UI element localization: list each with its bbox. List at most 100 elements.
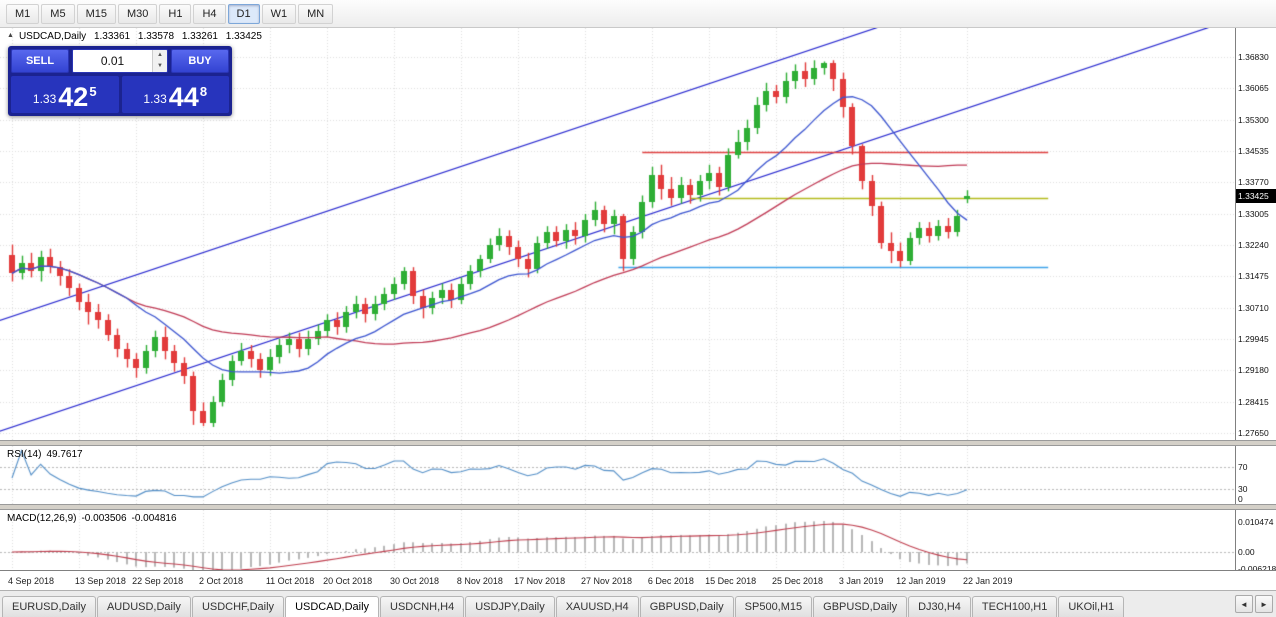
buy-price-pip: 8 <box>199 84 208 99</box>
rsi-axis[interactable]: 70 30 0 <box>1235 446 1276 504</box>
date-axis-label: 20 Oct 2018 <box>323 576 373 586</box>
rsi-header: RSI(14) 49.7617 <box>7 449 88 460</box>
sell-price-display[interactable]: 1.33 42 5 <box>11 76 119 113</box>
lot-size-control: ▲ ▼ <box>72 49 168 73</box>
timeframe-button-d1[interactable]: D1 <box>227 3 260 24</box>
date-axis-label: 25 Dec 2018 <box>772 576 824 586</box>
sell-price-prefix: 1.33 <box>32 92 57 106</box>
tab-gbpusd-daily[interactable]: GBPUSD,Daily <box>813 596 908 617</box>
tab-usdcad-daily[interactable]: USDCAD,Daily <box>285 596 380 617</box>
macd-label: MACD(12,26,9) <box>7 513 77 524</box>
timeframe-button-h4[interactable]: H4 <box>193 3 226 24</box>
tab-usdjpy-daily[interactable]: USDJPY,Daily <box>465 596 555 617</box>
macd-axis-label: -0.006218 <box>1238 564 1276 574</box>
tab-dj30-h4[interactable]: DJ30,H4 <box>908 596 971 617</box>
chart-tabs: EURUSD,Daily AUDUSD,Daily USDCHF,Daily USDC… <box>2 596 1125 617</box>
date-axis-label: 6 Dec 2018 <box>647 576 694 586</box>
ohlc-open: 1.33361 <box>93 31 131 42</box>
sell-button[interactable]: SELL <box>11 49 69 73</box>
date-axis-label: 13 Sep 2018 <box>74 576 126 586</box>
buy-button[interactable]: BUY <box>171 49 229 73</box>
date-axis-label: 11 Oct 2018 <box>265 576 315 586</box>
tab-eurusd-daily[interactable]: EURUSD,Daily <box>2 596 96 617</box>
rsi-pane: RSI(14) 49.7617 70 30 0 <box>0 446 1276 504</box>
macd-pane: MACD(12,26,9) -0.003506 -0.004816 0.010474… <box>0 510 1276 574</box>
date-axis-label: 8 Nov 2018 <box>456 576 503 586</box>
timeframe-button-mn[interactable]: MN <box>298 3 334 24</box>
tab-scroll-right-button[interactable]: ► <box>1255 595 1273 613</box>
buy-price-main: 44 <box>168 82 199 112</box>
price-axis-label: 1.29945 <box>1238 334 1269 345</box>
timeframe-button-m15[interactable]: M15 <box>76 3 116 24</box>
price-axis-label: 1.28415 <box>1238 396 1269 407</box>
price-axis[interactable]: 1.33425 1.36830 1.36065 1.35300 1.34535 1.33… <box>1235 28 1276 440</box>
rsi-axis-label: 0 <box>1238 494 1243 504</box>
ohlc-high: 1.33578 <box>137 31 175 42</box>
tab-xauusd-h4[interactable]: XAUUSD,H4 <box>555 596 639 617</box>
tab-scroll-left-button[interactable]: ◄ <box>1235 595 1253 613</box>
timeframe-toolbar: M1 M5 M15 M30 H1 H4 D1 W1 MN <box>0 0 1276 28</box>
macd-signal-value: -0.004816 <box>131 513 177 524</box>
buy-price-display[interactable]: 1.33 44 8 <box>121 76 229 113</box>
price-axis-label: 1.29180 <box>1238 365 1269 376</box>
lot-decrease-button[interactable]: ▼ <box>153 61 167 72</box>
sell-price-main: 42 <box>58 82 89 112</box>
timeframe-button-w1[interactable]: W1 <box>261 3 297 24</box>
macd-header: MACD(12,26,9) -0.003506 -0.004816 <box>7 513 182 524</box>
date-axis-label: 17 Nov 2018 <box>514 576 566 586</box>
chart-window: ▲ USDCAD,Daily 1.33361 1.33578 1.33261 1.… <box>0 28 1276 574</box>
chart-symbol-icon: ▲ <box>7 32 14 39</box>
pane-divider-rsi[interactable] <box>0 440 1276 446</box>
date-axis-label: 2 Oct 2018 <box>199 576 244 586</box>
rsi-axis-label: 30 <box>1238 484 1248 494</box>
tab-scroll-controls: ◄ ► <box>1235 595 1273 613</box>
chart-symbol-label: USDCAD,Daily <box>18 31 87 42</box>
date-axis-label: 30 Oct 2018 <box>390 576 440 586</box>
date-axis-label: 12 Jan 2019 <box>896 576 946 586</box>
timeframe-button-h1[interactable]: H1 <box>159 3 192 24</box>
tab-tech100-h1[interactable]: TECH100,H1 <box>971 596 1058 617</box>
tab-usdchf-daily[interactable]: USDCHF,Daily <box>191 596 285 617</box>
sell-price-pip: 5 <box>89 84 97 99</box>
tab-usdcnh-h4[interactable]: USDCNH,H4 <box>380 596 465 617</box>
timeframe-button-m1[interactable]: M1 <box>6 3 40 24</box>
rsi-label: RSI(14) <box>7 449 42 460</box>
tab-sp500-m15[interactable]: SP500,M15 <box>734 596 813 617</box>
tab-gbpusd-daily[interactable]: GBPUSD,Daily <box>639 596 734 617</box>
date-axis-label: 22 Sep 2018 <box>132 576 184 586</box>
timeframe-button-m30[interactable]: M30 <box>117 3 158 24</box>
rsi-value: 49.7617 <box>46 449 83 460</box>
price-axis-label: 1.34535 <box>1238 146 1269 157</box>
price-axis-label: 1.27650 <box>1238 428 1269 439</box>
price-axis-label: 1.36830 <box>1238 52 1269 62</box>
price-axis-label: 1.32240 <box>1238 240 1269 251</box>
ohlc-low: 1.33261 <box>181 31 218 42</box>
lot-size-input[interactable] <box>73 50 152 72</box>
macd-canvas[interactable] <box>0 510 1236 574</box>
current-price-tag: 1.33425 <box>1236 189 1276 204</box>
lot-increase-button[interactable]: ▲ <box>153 50 167 61</box>
tab-ukoil-h1[interactable]: UKOil,H1 <box>1058 596 1125 617</box>
macd-main-value: -0.003506 <box>81 513 127 524</box>
pane-divider-macd[interactable] <box>0 504 1276 510</box>
chart-tabbar: EURUSD,Daily AUDUSD,Daily USDCHF,Daily USDC… <box>0 590 1276 617</box>
tab-audusd-daily[interactable]: AUDUSD,Daily <box>96 596 191 617</box>
macd-axis[interactable]: 0.010474 0.00 -0.006218 <box>1235 510 1276 574</box>
macd-axis-label: 0.010474 <box>1238 517 1274 527</box>
price-axis-label: 1.31475 <box>1238 271 1269 282</box>
rsi-canvas[interactable] <box>0 446 1236 504</box>
ohlc-close: 1.33425 <box>225 31 262 42</box>
chart-title: ▲ USDCAD,Daily 1.33361 1.33578 1.33261 1.… <box>7 31 267 42</box>
price-axis-label: 1.30710 <box>1238 302 1269 313</box>
date-axis[interactable]: 4 Sep 2018 13 Sep 2018 22 Sep 2018 2 Oct 20… <box>0 570 1276 590</box>
date-axis-label: 15 Dec 2018 <box>705 576 757 586</box>
price-pane: ▲ USDCAD,Daily 1.33361 1.33578 1.33261 1.… <box>0 28 1276 440</box>
price-axis-label: 1.36065 <box>1238 83 1269 94</box>
price-axis-label: 1.33005 <box>1238 208 1269 219</box>
date-axis-label: 3 Jan 2019 <box>838 576 884 586</box>
buy-price-prefix: 1.33 <box>143 92 167 106</box>
timeframe-button-m5[interactable]: M5 <box>41 3 75 24</box>
price-axis-label: 1.35300 <box>1238 114 1269 125</box>
lot-spinner: ▲ ▼ <box>152 50 167 72</box>
